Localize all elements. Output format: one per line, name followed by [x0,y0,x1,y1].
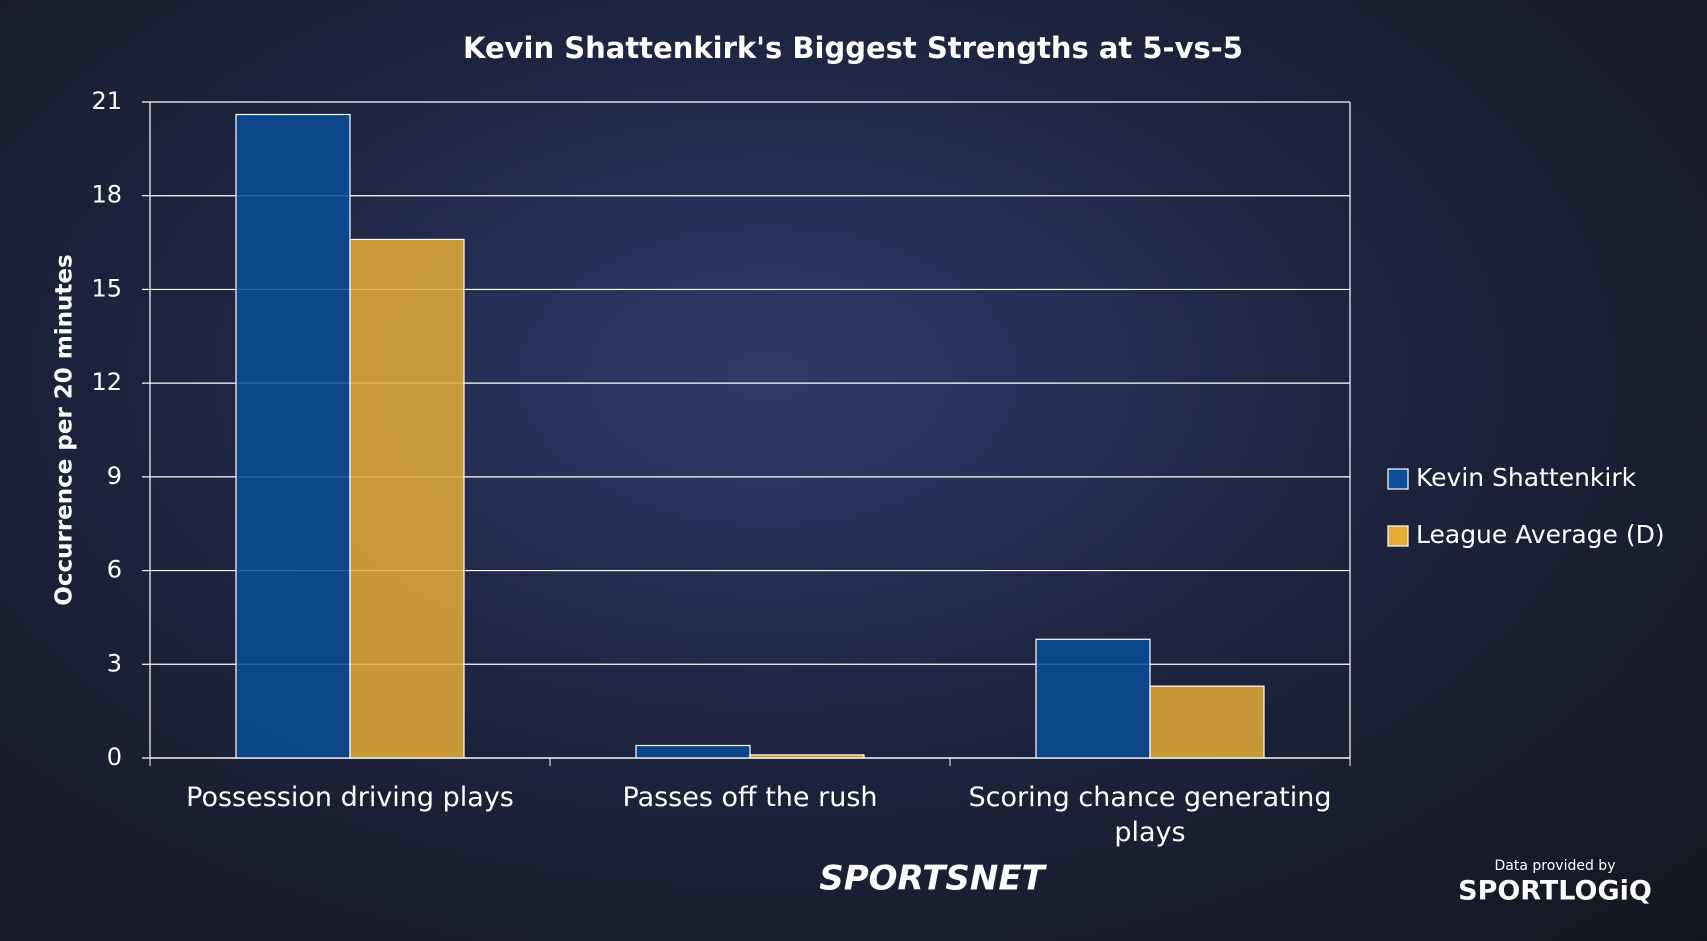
y-tick-label: 21 [91,87,122,115]
chart-title: Kevin Shattenkirk's Biggest Strengths at… [463,31,1243,65]
bar [1035,638,1151,759]
y-tick-label: 9 [107,462,122,490]
x-tick-label: Passes off the rush [622,782,878,813]
legend-label: League Average (D) [1416,520,1665,549]
y-tick-label: 15 [91,274,122,302]
network-logo: SPORTSNET [819,859,1047,899]
x-tick-label: Scoring chance generating plays [968,782,1332,849]
y-tick-label: 6 [107,556,122,584]
bar [1149,685,1265,759]
x-tick-label: Possession driving plays [186,782,514,813]
legend-swatch [1387,525,1409,547]
bar [235,113,351,759]
y-tick-label: 0 [107,743,122,771]
legend-label: Kevin Shattenkirk [1416,463,1637,492]
provider-logo: SPORTLOGiQ [1458,876,1652,907]
credit-text: Data provided by [1495,858,1616,874]
legend-swatch [1387,468,1409,490]
y-axis-label: Occurrence per 20 minutes [52,254,78,605]
bar [635,744,751,759]
y-tick-label: 3 [107,649,122,677]
bar [749,754,865,759]
bar [349,238,465,759]
y-tick-label: 18 [91,181,122,209]
y-tick-label: 12 [91,368,122,396]
